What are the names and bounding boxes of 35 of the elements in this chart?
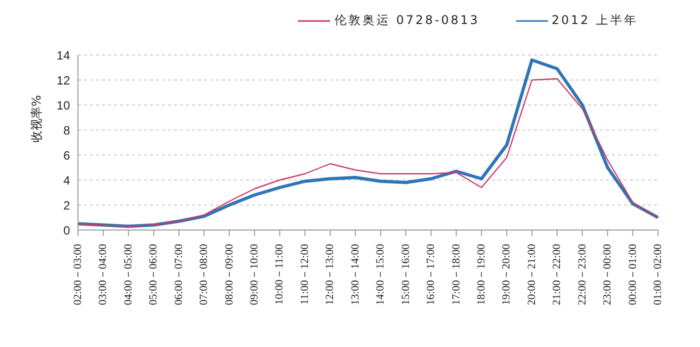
y-tick-label: 6: [63, 148, 70, 162]
x-tick-label: 14:00－15:00: [374, 244, 387, 306]
x-tick-label: 22:00－23:00: [576, 244, 588, 306]
legend-label: 2012 上半年: [550, 12, 638, 29]
x-tick-label: 08:00－09:00: [223, 244, 236, 306]
legend-label: 伦敦奥运 0728-0813: [333, 12, 480, 29]
x-tick-label: 04:00－05:00: [122, 244, 134, 306]
x-tick-label: 09:00－10:00: [248, 244, 261, 306]
y-tick-label: 8: [63, 123, 70, 138]
x-tick-label: 11:00－12:00: [298, 244, 311, 305]
x-tick-label: 19:00－20:00: [500, 244, 513, 306]
x-tick-label: 02:00－03:00: [72, 244, 84, 306]
x-tick-label: 05:00－06:00: [148, 244, 160, 306]
x-tick-label: 12:00－13:00: [324, 244, 336, 306]
y-tick-label: 12: [56, 73, 70, 88]
x-tick-label: 23:00－00:00: [602, 244, 614, 306]
y-tick-label: 0: [63, 223, 70, 238]
x-tick-label: 07:00－08:00: [198, 244, 210, 306]
x-tick-label: 15:00－16:00: [400, 244, 412, 306]
x-tick-label: 03:00－04:00: [97, 244, 110, 306]
y-tick-label: 10: [56, 98, 70, 112]
x-tick-label: 06:00－07:00: [172, 244, 185, 306]
x-tick-label: 21:00－22:00: [551, 244, 564, 306]
x-tick-label: 01:00－02:00: [652, 244, 664, 306]
y-tick-label: 2: [63, 198, 70, 212]
x-tick-label: 18:00－19:00: [475, 244, 488, 306]
y-tick-label: 4: [63, 173, 70, 188]
x-tick-label: 17:00－18:00: [450, 244, 462, 306]
x-tick-label: 00:00－01:00: [626, 244, 639, 306]
x-tick-label: 13:00－14:00: [349, 244, 362, 306]
x-tick-label: 16:00－17:00: [425, 244, 438, 306]
x-tick-label: 20:00－21:00: [526, 244, 538, 306]
y-axis-title: 收视率%: [29, 95, 44, 142]
y-tick-label: 14: [56, 48, 70, 62]
x-tick-label: 10:00－11:00: [274, 244, 286, 305]
